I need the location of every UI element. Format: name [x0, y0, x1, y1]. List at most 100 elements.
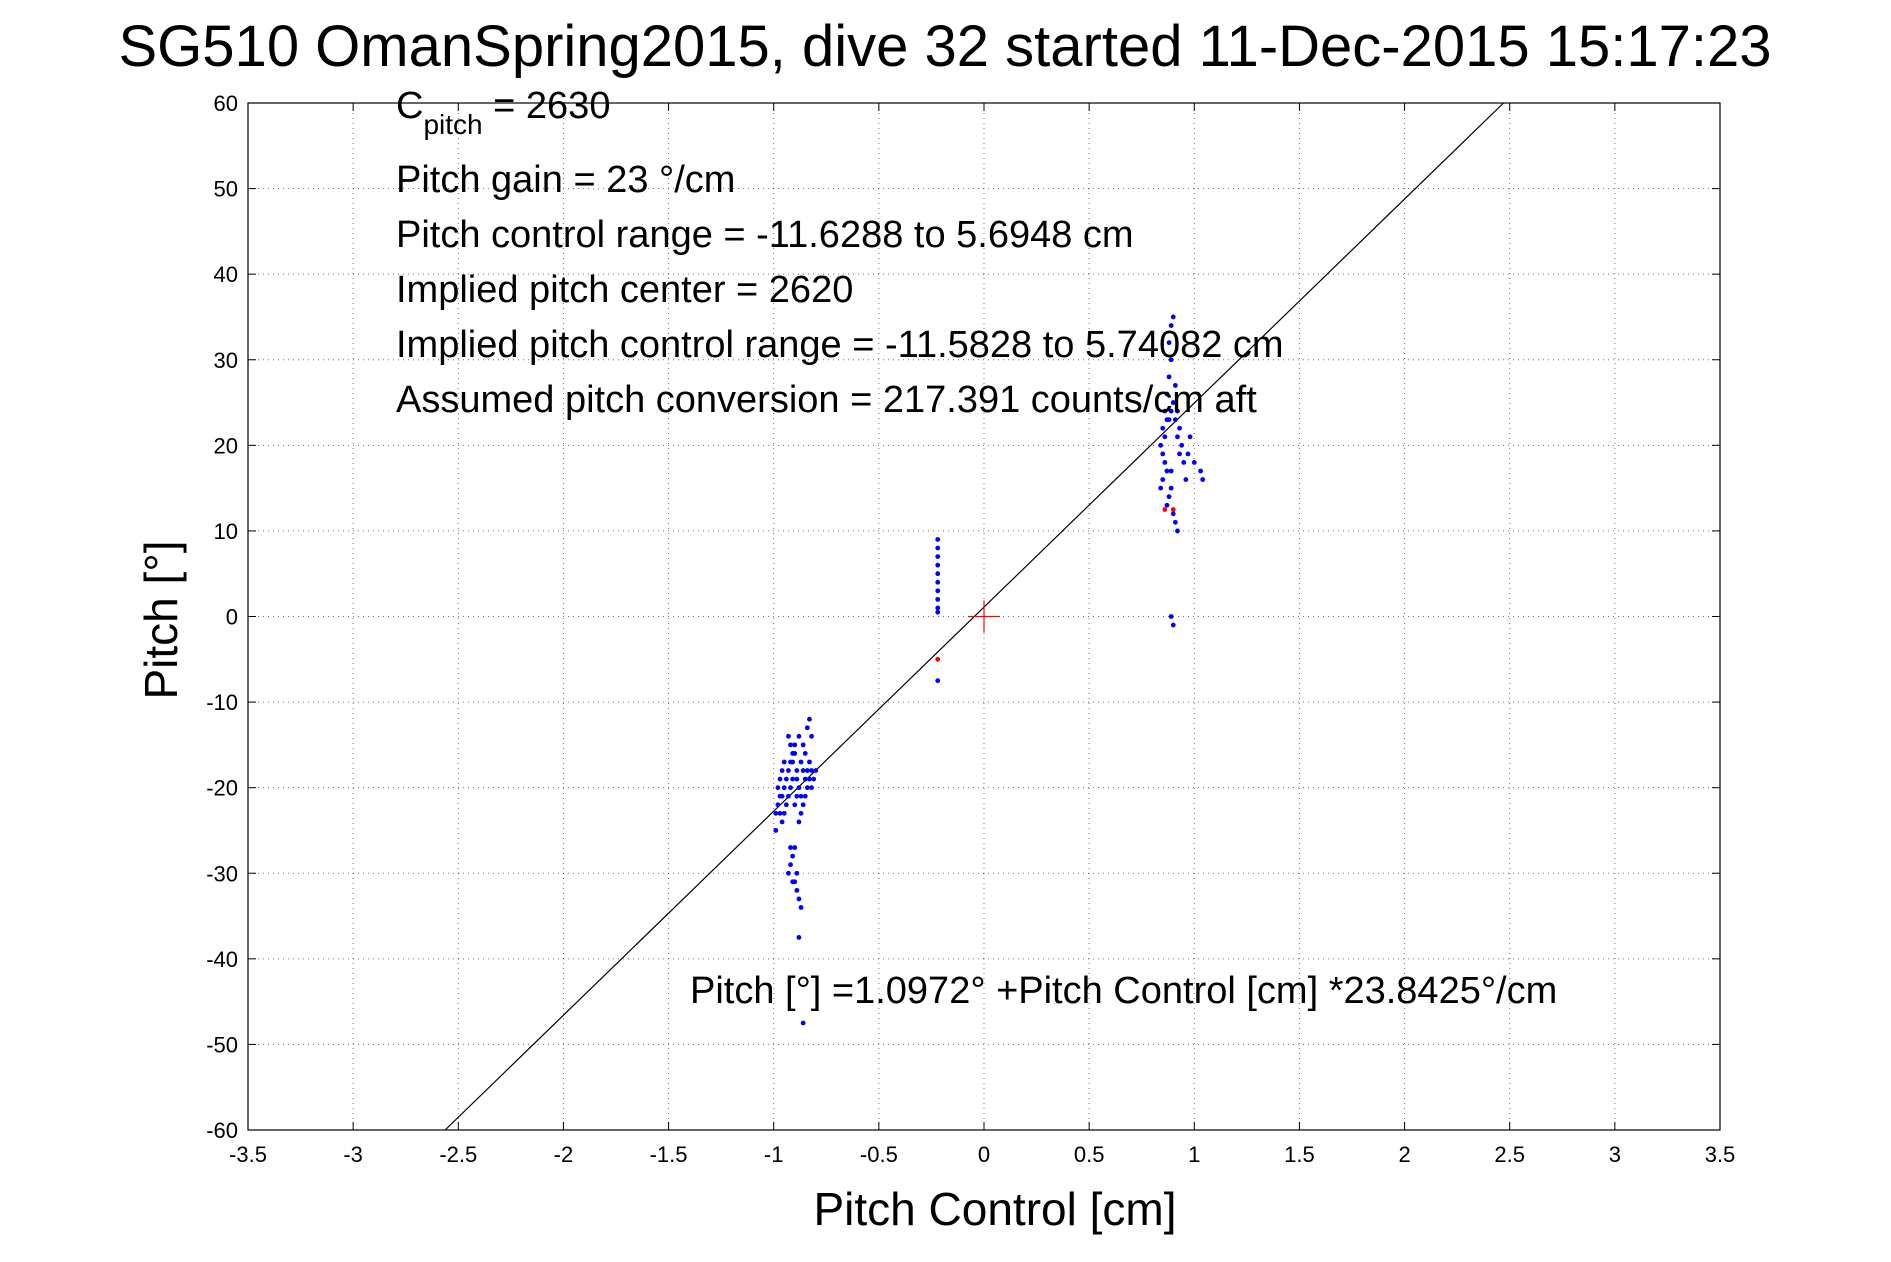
data-point — [777, 793, 783, 799]
data-point — [777, 810, 783, 816]
data-point — [790, 759, 796, 765]
x-tick-label: 1 — [1188, 1142, 1200, 1167]
data-point — [1162, 408, 1168, 414]
data-point — [798, 793, 804, 799]
data-point — [1183, 477, 1189, 482]
data-point — [798, 759, 804, 765]
data-point — [779, 819, 785, 825]
data-point — [804, 725, 810, 731]
data-point — [796, 896, 802, 902]
data-point — [1168, 468, 1174, 474]
data-point — [1170, 400, 1176, 405]
data-point — [798, 905, 804, 910]
data-point — [775, 802, 781, 808]
data-point — [807, 776, 812, 782]
data-point — [781, 759, 787, 765]
data-point — [792, 802, 798, 808]
data-point — [802, 751, 808, 756]
y-tick-label: 60 — [214, 91, 238, 116]
chart-title: SG510 OmanSpring2015, dive 32 started 11… — [119, 14, 1772, 79]
data-point — [1168, 408, 1174, 414]
annotation-block: Cpitch = 2630 Pitch gain = 23 °/cm Pitch… — [396, 85, 1557, 1012]
y-tick-label: 30 — [214, 348, 238, 373]
data-point — [798, 810, 804, 816]
y-tick-label: -50 — [206, 1032, 238, 1057]
data-point — [804, 785, 810, 791]
plot-area: -3.5 -3 -2.5 -2 -1.5 -1 -0.5 0 0.5 1 1.5 2 2.5 3 3.5 6… — [206, 91, 1735, 1167]
y-axis-ticks: 60 50 40 30 20 10 0 -10 -20 -30 -40 -50 -60 — [206, 91, 1720, 1143]
data-point — [1168, 614, 1174, 619]
data-point — [796, 819, 802, 825]
data-point — [786, 733, 791, 739]
data-point — [781, 785, 787, 791]
data-point — [788, 785, 793, 791]
data-point — [1200, 477, 1206, 482]
x-tick-label: 2.5 — [1494, 1142, 1525, 1167]
data-point — [783, 776, 789, 782]
y-tick-label: 20 — [214, 433, 238, 458]
c-pitch-main: C — [396, 85, 423, 127]
data-point — [781, 810, 787, 816]
data-point — [1198, 468, 1203, 474]
data-point — [1158, 442, 1164, 448]
x-tick-label: -1 — [764, 1142, 784, 1167]
data-point — [1172, 383, 1178, 388]
data-point — [773, 828, 779, 833]
x-tick-label: -3.5 — [229, 1142, 267, 1167]
data-point — [935, 609, 941, 615]
y-tick-label: -40 — [206, 947, 238, 972]
data-point — [794, 793, 800, 799]
x-tick-label: -2 — [554, 1142, 574, 1167]
data-point — [800, 742, 806, 748]
data-point — [1170, 511, 1176, 517]
data-point — [779, 768, 785, 773]
data-point — [1172, 417, 1178, 423]
data-point — [790, 776, 796, 782]
y-tick-label: 40 — [214, 262, 238, 287]
data-point — [809, 785, 814, 791]
c-pitch-value: = 2630 — [483, 85, 611, 127]
y-tick-label: 50 — [214, 177, 238, 202]
x-tick-label: -0.5 — [860, 1142, 898, 1167]
data-point — [796, 935, 802, 940]
data-point — [807, 759, 812, 765]
annotation-implied-center: Implied pitch center = 2620 — [396, 269, 853, 311]
data-point — [935, 678, 941, 684]
x-tick-label: 3 — [1609, 1142, 1621, 1167]
data-point — [1162, 434, 1168, 440]
data-point — [790, 751, 796, 756]
data-point — [935, 605, 941, 611]
data-point — [809, 768, 814, 773]
data-point — [935, 537, 941, 542]
x-tick-label: 0.5 — [1074, 1142, 1105, 1167]
data-point — [783, 802, 789, 808]
data-point — [1166, 374, 1172, 380]
data-point — [788, 742, 793, 748]
data-point — [1160, 451, 1166, 457]
annotation-conversion: Assumed pitch conversion = 217.391 count… — [396, 379, 1257, 421]
data-point — [1166, 494, 1172, 500]
x-tick-label: 2 — [1398, 1142, 1410, 1167]
data-point — [800, 768, 806, 773]
data-point — [935, 656, 941, 662]
annotation-fit-equation: Pitch [°] =1.0972° +Pitch Control [cm] *… — [690, 970, 1557, 1012]
data-point — [811, 776, 817, 782]
x-tick-label: -2.5 — [439, 1142, 477, 1167]
data-point — [1164, 468, 1170, 474]
data-point — [1175, 408, 1180, 414]
data-point — [935, 579, 941, 585]
data-point — [796, 785, 802, 791]
data-point — [794, 887, 800, 893]
data-point — [1175, 434, 1180, 440]
x-tick-label: -1.5 — [650, 1142, 688, 1167]
data-point — [790, 879, 796, 885]
data-point — [786, 870, 791, 876]
data-point — [790, 853, 796, 859]
data-point — [813, 768, 819, 773]
data-point — [788, 845, 793, 850]
data-point — [1158, 485, 1164, 491]
data-point — [794, 776, 800, 782]
data-point — [1168, 485, 1174, 491]
y-tick-label: 10 — [214, 519, 238, 544]
data-point — [807, 716, 812, 722]
